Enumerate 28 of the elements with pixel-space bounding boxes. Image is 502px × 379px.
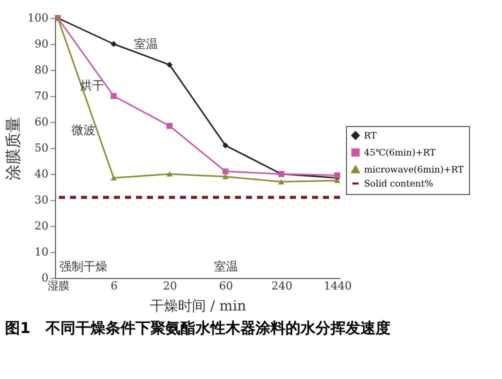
y-tick-label: 30 [34,194,48,206]
text: 图1 不同干燥条件下聚氨酯水性木器涂料的水分挥发速度 [5,319,390,337]
x-tick-label: 20 [163,280,178,292]
legend-label: 45℃(6min)+RT [364,148,436,158]
annotation: 微波 [72,122,96,137]
x-tick-label: 6 [110,280,118,292]
legend-label: RT [364,132,377,142]
y-tick-label: 50 [34,142,48,154]
legend-label: microwave(6min)+RT [364,166,464,176]
x-tick-label: 240 [271,280,292,292]
y-tick-label: 70 [34,90,48,102]
x-tick-label: 1440 [324,280,352,292]
y-tick-label: 40 [34,168,48,180]
y-tick-label: 100 [28,12,48,24]
y-axis-title: 涂膜质量 [4,116,23,180]
y-tick-label: 20 [34,220,48,232]
y-tick-label: 0 [42,272,48,284]
y-tick-label: 60 [34,116,48,128]
x-axis-title: 干燥时间 / min [150,298,246,314]
legend-label: Solid content% [364,180,434,190]
x-tick-label: 湿膜 [47,280,70,292]
y-tick-label: 90 [34,38,48,50]
y-tick-label: 80 [34,64,48,76]
annotation: 强制干燥 [60,259,108,274]
y-tick-label: 10 [34,246,48,258]
x-tick-label: 60 [218,280,233,292]
annotation: 室温 [134,37,158,51]
annotation: 室温 [214,259,238,274]
